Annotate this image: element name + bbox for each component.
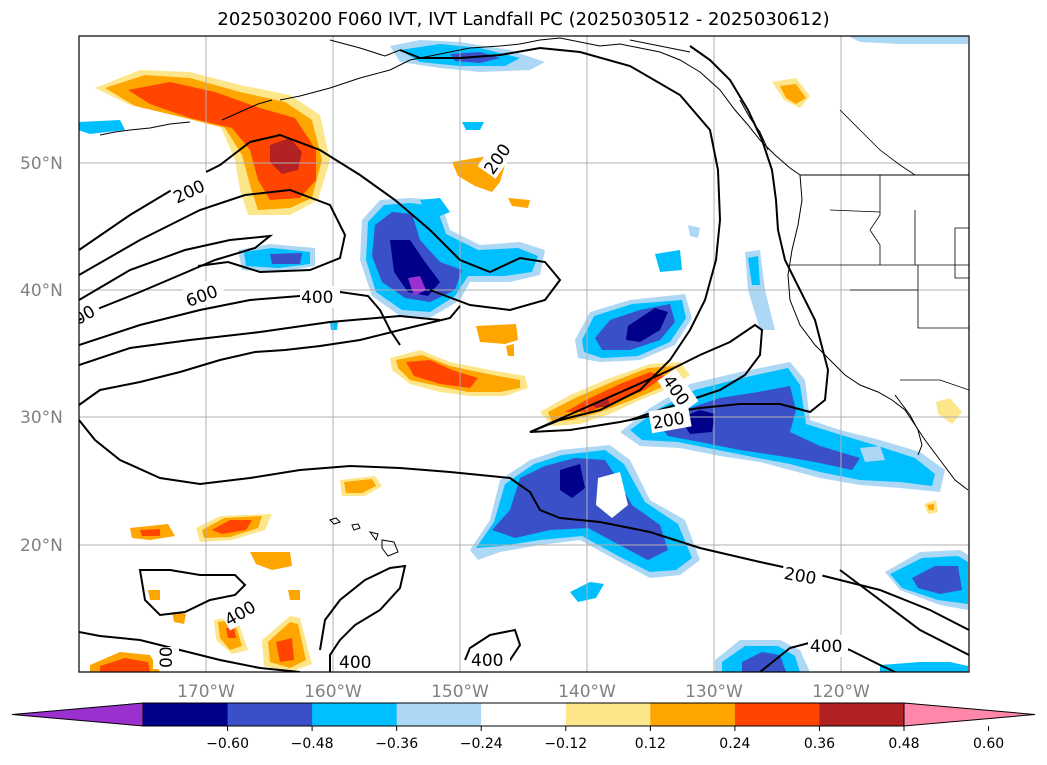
colorbar-tick-label: −0.36 xyxy=(375,736,418,752)
coastlines xyxy=(99,37,969,557)
colorbar-segment xyxy=(481,703,567,726)
colorbar-tick-label: −0.48 xyxy=(291,736,334,752)
colorbar-tick-label: 0.60 xyxy=(973,736,1004,752)
colorbar-tick-label: 0.36 xyxy=(804,736,835,752)
colorbar-border xyxy=(142,702,905,727)
colorbar-segment xyxy=(819,703,905,726)
map-border xyxy=(78,35,970,673)
colorbar-tick-label: −0.60 xyxy=(206,736,249,752)
contour-label: 400 xyxy=(810,637,842,657)
map-title: 2025030200 F060 IVT, IVT Landfall PC (20… xyxy=(217,9,830,30)
map-area xyxy=(79,36,969,672)
colorbar-tick-label: 0.48 xyxy=(888,736,919,752)
contour-label: 400 xyxy=(339,653,371,673)
lon-label-140w: 140°W xyxy=(558,682,616,702)
colorbar-segment xyxy=(227,703,313,726)
lat-label-40n: 40°N xyxy=(20,281,63,301)
colorbar: −0.60 −0.48 −0.36 −0.24 −0.12 0.12 0.24 0.36 0.4… xyxy=(11,702,1036,752)
contour-label: 400 xyxy=(471,651,503,671)
lat-label-30n: 30°N xyxy=(20,408,63,428)
colorbar-tick-label: −0.12 xyxy=(544,736,587,752)
colorbar-tick-label: 0.12 xyxy=(635,736,666,752)
lon-label-170w: 170°W xyxy=(177,682,235,702)
colorbar-segment xyxy=(396,703,482,726)
colorbar-tick-label: −0.24 xyxy=(460,736,503,752)
ivt-contours xyxy=(79,45,969,672)
colorbar-segment xyxy=(565,703,651,726)
colorbar-segment xyxy=(143,703,229,726)
negative-anomaly-regions xyxy=(79,36,968,672)
contour-label: 400 xyxy=(301,288,333,308)
lon-label-130w: 130°W xyxy=(685,682,743,702)
graticule xyxy=(79,36,969,672)
colorbar-tick-label: 0.24 xyxy=(719,736,750,752)
lon-label-120w: 120°W xyxy=(812,682,870,702)
lat-label-20n: 20°N xyxy=(20,536,63,556)
contour-label: 00 xyxy=(157,646,177,668)
lon-label-150w: 150°W xyxy=(431,682,489,702)
colorbar-segment xyxy=(734,703,820,726)
colorbar-extension-high xyxy=(903,702,1036,727)
lon-label-160w: 160°W xyxy=(304,682,362,702)
lat-label-50n: 50°N xyxy=(20,154,63,174)
colorbar-segment xyxy=(650,703,736,726)
colorbar-segment xyxy=(312,703,398,726)
colorbar-extension-low xyxy=(11,702,144,727)
